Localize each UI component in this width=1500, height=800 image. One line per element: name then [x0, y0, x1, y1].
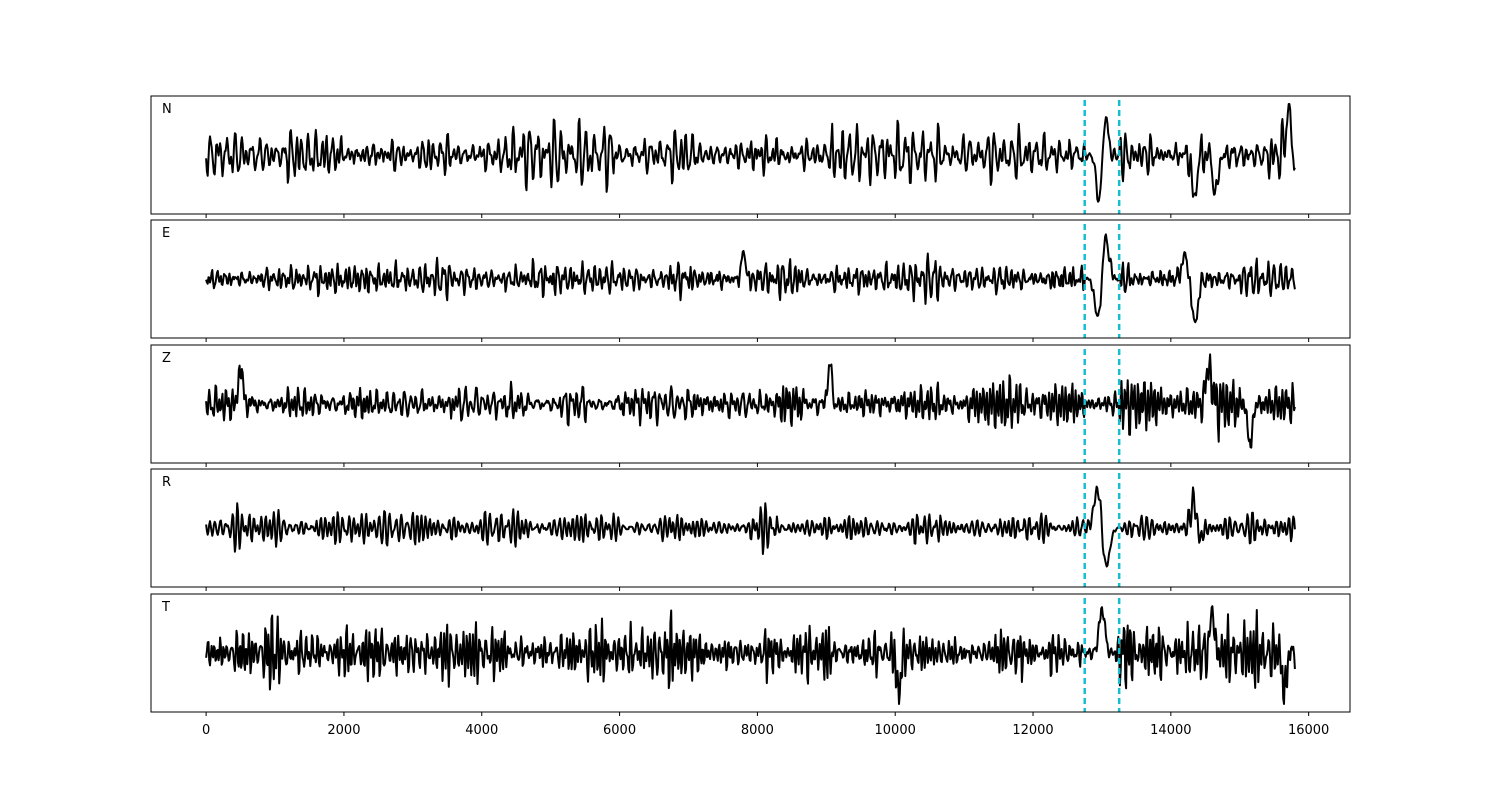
- x-tick-label-16000: 16000: [1288, 723, 1329, 738]
- trace-N: [205, 103, 1296, 203]
- panel-Z: Z: [150, 344, 1351, 467]
- x-tick-label-6000: 6000: [603, 723, 636, 738]
- panel-R: R: [150, 468, 1351, 591]
- x-tick-label-0: 0: [202, 723, 210, 738]
- trace-T: [205, 605, 1296, 705]
- x-tick-label-4000: 4000: [465, 723, 498, 738]
- panel-label-T: T: [161, 600, 170, 615]
- panel-frame-R: [150, 468, 1351, 588]
- x-tick-label-2000: 2000: [327, 723, 360, 738]
- panels-group: N E Z R T: [150, 95, 1351, 716]
- panel-T: T: [150, 593, 1351, 716]
- x-tick-label-10000: 10000: [875, 723, 916, 738]
- x-tick-label-14000: 14000: [1150, 723, 1191, 738]
- panel-N: N: [150, 95, 1351, 218]
- panel-frame-T: [150, 593, 1351, 713]
- trace-Z: [205, 353, 1296, 449]
- panel-label-R: R: [162, 475, 171, 490]
- panel-E: E: [150, 219, 1351, 342]
- panel-frame-Z: [150, 344, 1351, 464]
- panel-label-Z: Z: [162, 351, 171, 366]
- panel-label-E: E: [162, 226, 170, 241]
- trace-R: [205, 485, 1296, 568]
- panel-label-N: N: [162, 102, 172, 117]
- x-tick-label-8000: 8000: [741, 723, 774, 738]
- panel-frame-E: [150, 219, 1351, 339]
- trace-E: [205, 233, 1296, 324]
- x-tick-label-12000: 12000: [1012, 723, 1053, 738]
- panel-frame-N: [150, 95, 1351, 215]
- x-axis: 0 2000 4000 6000 8000 10000 12000 14000 16000: [202, 723, 1329, 738]
